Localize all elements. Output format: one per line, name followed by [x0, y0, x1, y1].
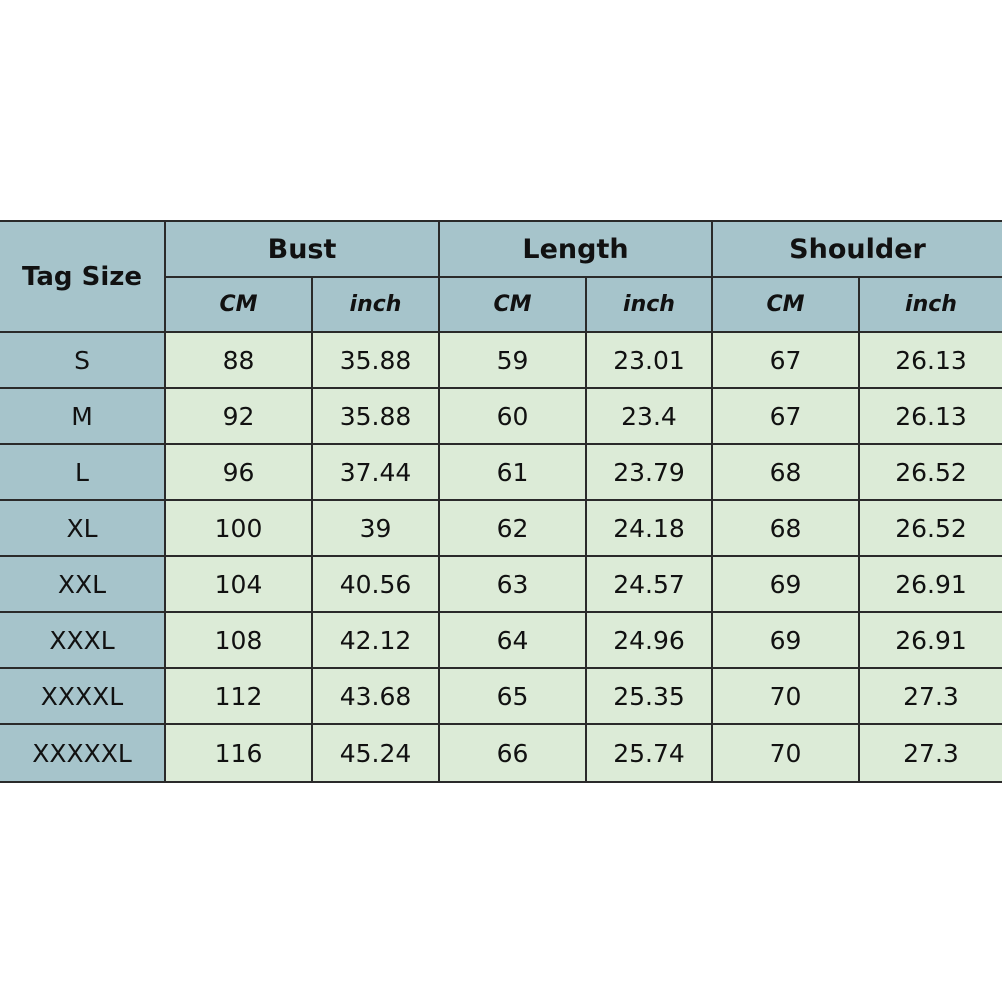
- measurement-cell: 24.57: [587, 557, 713, 613]
- tag-size-cell: XXXXXL: [0, 725, 166, 781]
- measurement-cell: 26.13: [860, 333, 1002, 389]
- measurement-cell: 26.91: [860, 613, 1002, 669]
- tag-size-header: Tag Size: [0, 222, 166, 333]
- tag-size-cell: M: [0, 389, 166, 445]
- tag-size-cell: XXXXL: [0, 669, 166, 725]
- measurement-cell: 69: [713, 557, 860, 613]
- measurement-cell: 65: [440, 669, 587, 725]
- measurement-cell: 27.3: [860, 669, 1002, 725]
- measurement-cell: 92: [166, 389, 313, 445]
- measurement-cell: 112: [166, 669, 313, 725]
- measurement-cell: 68: [713, 501, 860, 557]
- measurement-cell: 35.88: [313, 389, 440, 445]
- measurement-cell: 61: [440, 445, 587, 501]
- measurement-cell: 67: [713, 389, 860, 445]
- tag-size-cell: S: [0, 333, 166, 389]
- measurement-cell: 24.96: [587, 613, 713, 669]
- measurement-cell: 70: [713, 725, 860, 781]
- measurement-cell: 23.4: [587, 389, 713, 445]
- measurement-cell: 67: [713, 333, 860, 389]
- measurement-cell: 60: [440, 389, 587, 445]
- measurement-cell: 63: [440, 557, 587, 613]
- tag-size-cell: L: [0, 445, 166, 501]
- unit-header-cm: CM: [440, 278, 587, 333]
- tag-size-cell: XXXL: [0, 613, 166, 669]
- unit-header-inch: inch: [587, 278, 713, 333]
- measurement-cell: 42.12: [313, 613, 440, 669]
- unit-header-cm: CM: [166, 278, 313, 333]
- measurement-cell: 68: [713, 445, 860, 501]
- measurement-cell: 27.3: [860, 725, 1002, 781]
- measurement-cell: 26.91: [860, 557, 1002, 613]
- measurement-cell: 108: [166, 613, 313, 669]
- tag-size-cell: XL: [0, 501, 166, 557]
- measurement-cell: 35.88: [313, 333, 440, 389]
- shoulder-header: Shoulder: [713, 222, 1002, 278]
- measurement-cell: 25.74: [587, 725, 713, 781]
- measurement-cell: 59: [440, 333, 587, 389]
- measurement-cell: 25.35: [587, 669, 713, 725]
- size-chart-table: Tag Size Bust Length Shoulder CM inch CM in…: [0, 220, 1002, 783]
- measurement-cell: 104: [166, 557, 313, 613]
- measurement-cell: 23.79: [587, 445, 713, 501]
- measurement-cell: 23.01: [587, 333, 713, 389]
- measurement-cell: 26.52: [860, 501, 1002, 557]
- measurement-cell: 37.44: [313, 445, 440, 501]
- unit-header-cm: CM: [713, 278, 860, 333]
- measurement-cell: 96: [166, 445, 313, 501]
- measurement-cell: 88: [166, 333, 313, 389]
- measurement-cell: 116: [166, 725, 313, 781]
- length-header: Length: [440, 222, 713, 278]
- measurement-cell: 45.24: [313, 725, 440, 781]
- measurement-cell: 100: [166, 501, 313, 557]
- measurement-cell: 62: [440, 501, 587, 557]
- measurement-cell: 40.56: [313, 557, 440, 613]
- measurement-cell: 64: [440, 613, 587, 669]
- measurement-cell: 26.52: [860, 445, 1002, 501]
- unit-header-inch: inch: [313, 278, 440, 333]
- unit-header-inch: inch: [860, 278, 1002, 333]
- tag-size-cell: XXL: [0, 557, 166, 613]
- bust-header: Bust: [166, 222, 440, 278]
- measurement-cell: 66: [440, 725, 587, 781]
- measurement-cell: 70: [713, 669, 860, 725]
- measurement-cell: 24.18: [587, 501, 713, 557]
- measurement-cell: 43.68: [313, 669, 440, 725]
- measurement-cell: 26.13: [860, 389, 1002, 445]
- measurement-cell: 39: [313, 501, 440, 557]
- measurement-cell: 69: [713, 613, 860, 669]
